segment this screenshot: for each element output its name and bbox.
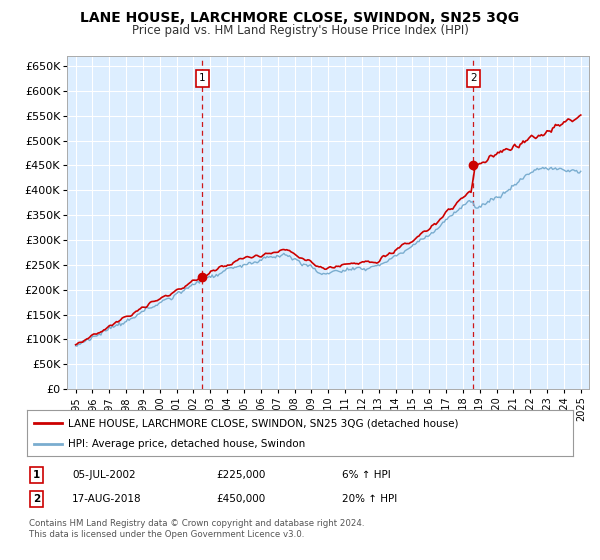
Text: 6% ↑ HPI: 6% ↑ HPI <box>342 470 391 480</box>
Text: 2: 2 <box>470 73 476 83</box>
Text: LANE HOUSE, LARCHMORE CLOSE, SWINDON, SN25 3QG (detached house): LANE HOUSE, LARCHMORE CLOSE, SWINDON, SN… <box>68 418 458 428</box>
Text: Contains HM Land Registry data © Crown copyright and database right 2024.
This d: Contains HM Land Registry data © Crown c… <box>29 519 364 539</box>
Text: 05-JUL-2002: 05-JUL-2002 <box>72 470 136 480</box>
Text: HPI: Average price, detached house, Swindon: HPI: Average price, detached house, Swin… <box>68 439 305 449</box>
Text: £450,000: £450,000 <box>216 494 265 504</box>
Text: 17-AUG-2018: 17-AUG-2018 <box>72 494 142 504</box>
Text: £225,000: £225,000 <box>216 470 265 480</box>
Text: Price paid vs. HM Land Registry's House Price Index (HPI): Price paid vs. HM Land Registry's House … <box>131 24 469 36</box>
Text: 20% ↑ HPI: 20% ↑ HPI <box>342 494 397 504</box>
Text: LANE HOUSE, LARCHMORE CLOSE, SWINDON, SN25 3QG: LANE HOUSE, LARCHMORE CLOSE, SWINDON, SN… <box>80 11 520 25</box>
Text: 2: 2 <box>33 494 40 504</box>
Text: 1: 1 <box>199 73 205 83</box>
Text: 1: 1 <box>33 470 40 480</box>
